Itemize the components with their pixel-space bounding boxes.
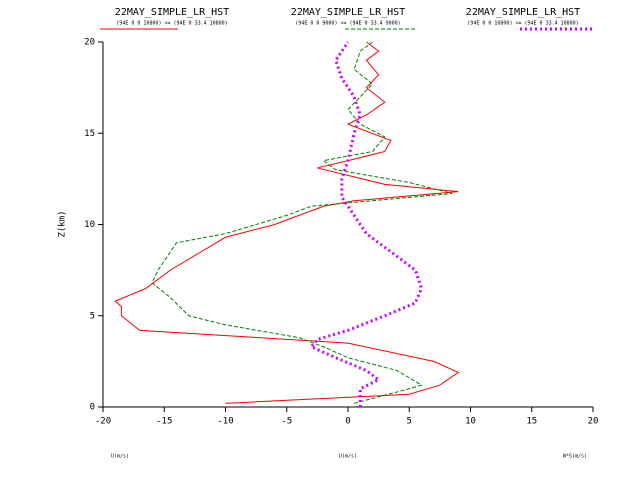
x-tick-label: -10 xyxy=(217,417,233,427)
y-tick-label: 10 xyxy=(84,220,95,230)
x-tick-label: 15 xyxy=(526,417,537,427)
y-tick-label: 5 xyxy=(90,311,95,321)
y-axis-label: Z(km) xyxy=(58,210,68,237)
x-axis-label: U(m/s) xyxy=(339,454,357,460)
series-line xyxy=(308,41,424,407)
x-tick-label: -15 xyxy=(156,417,172,427)
x-tick-label: -20 xyxy=(95,417,111,427)
x-tick-label: 0 xyxy=(345,417,350,427)
y-tick-label: 0 xyxy=(90,403,95,413)
y-tick-label: 20 xyxy=(84,38,95,48)
series-line xyxy=(114,41,460,404)
x-tick-label: 20 xyxy=(588,417,599,427)
legend-title: 22MAY_SIMPLE_LR_HST xyxy=(466,7,580,18)
legend-label: (94E 0 0 10800) <= (94E 0 33.4 10800) xyxy=(116,21,227,27)
x-tick-label: 5 xyxy=(407,417,412,427)
x-tick-label: -5 xyxy=(281,417,292,427)
x-axis-label: W*5(m/s) xyxy=(563,454,587,460)
legend-title: 22MAY_SIMPLE_LR_HST xyxy=(291,7,405,18)
y-tick-label: 15 xyxy=(84,129,95,139)
legend-label: (94E 0 0 9000) <= (94E 0 33.4 9000) xyxy=(295,21,400,27)
legend-label: (94E 0 0 10800) <= (94E 0 33.4 10800) xyxy=(467,21,578,27)
series-line xyxy=(151,41,453,404)
x-tick-label: 10 xyxy=(465,417,476,427)
legend-title: 22MAY_SIMPLE_LR_HST xyxy=(115,7,229,18)
x-axis-label: U(m/s) xyxy=(111,454,129,460)
